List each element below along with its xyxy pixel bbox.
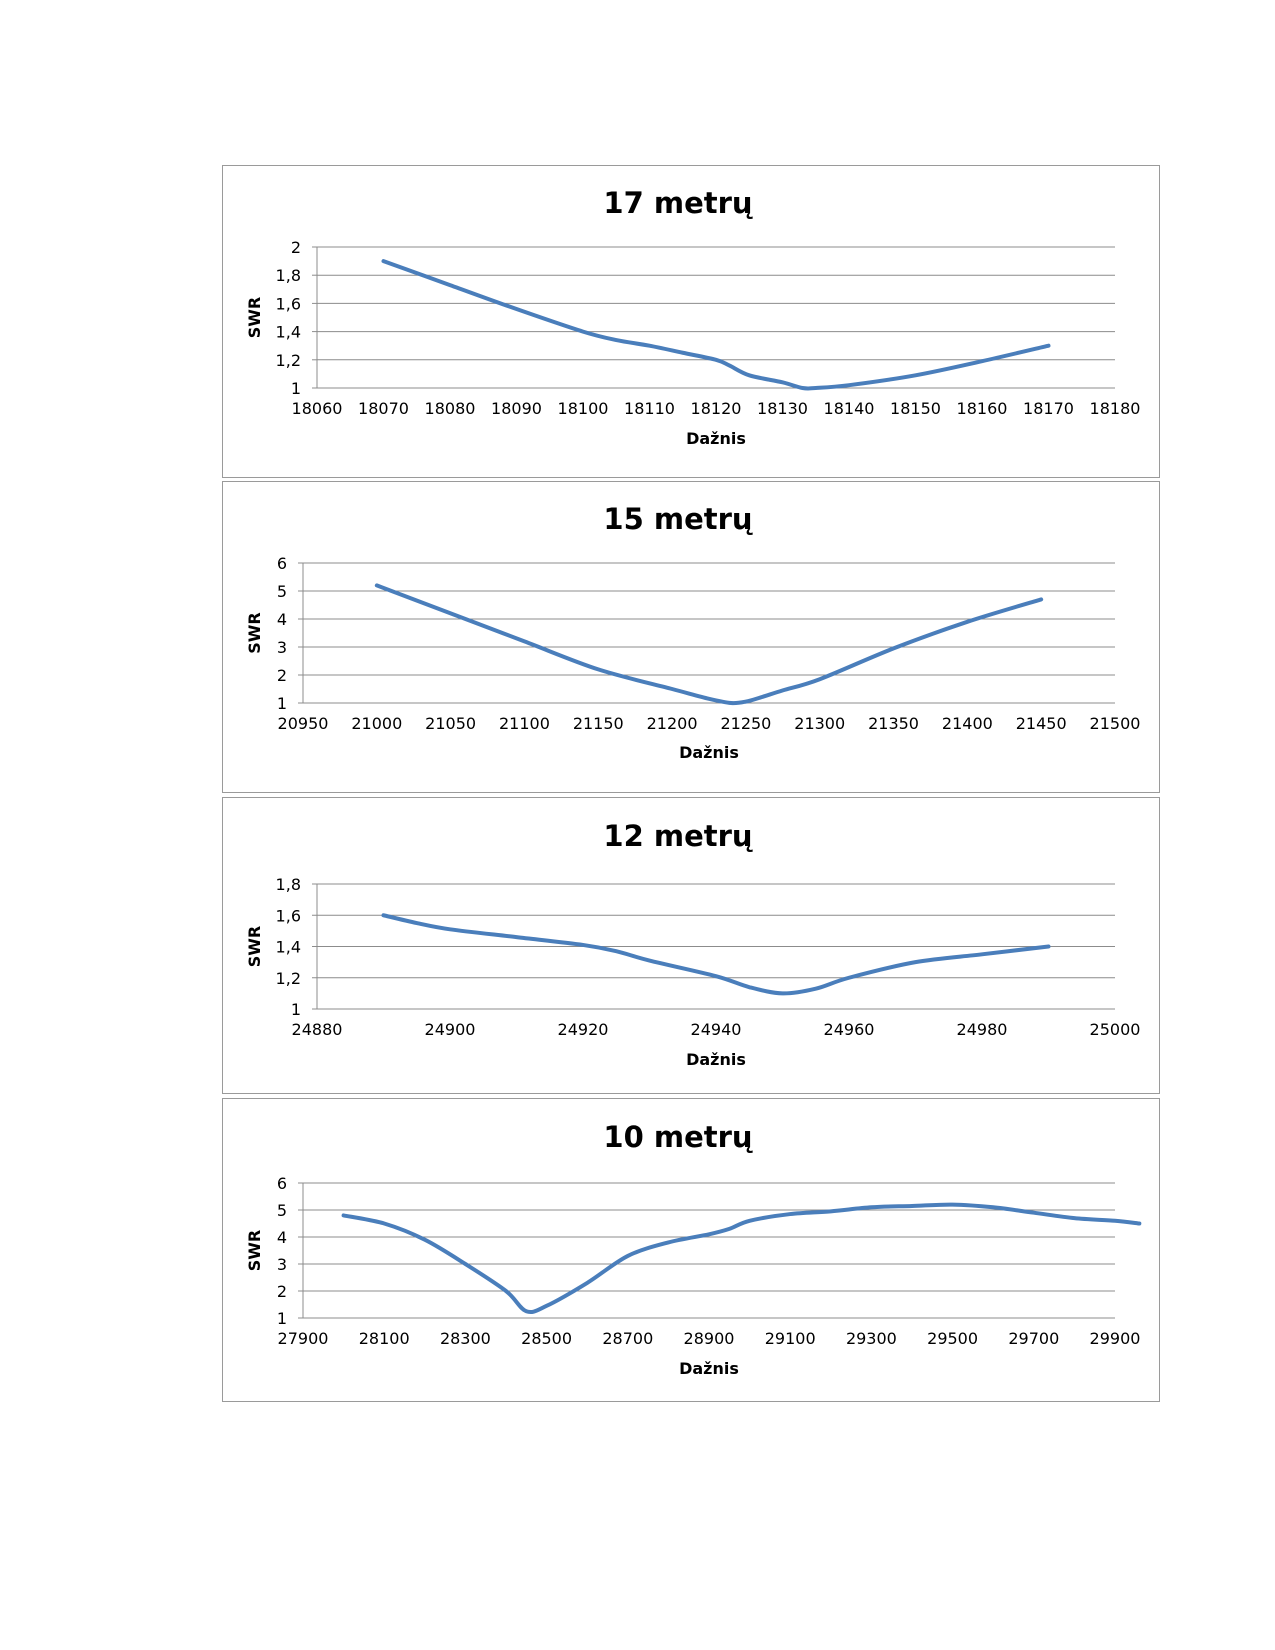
y-tick-label: 1,2 <box>276 969 301 988</box>
x-axis-label: Dažnis <box>679 743 739 762</box>
x-tick-label: 29700 <box>1008 1329 1059 1348</box>
chart-17-metru: 17 metrų 1 1,2 1,4 1,6 1,8 2 18060 18070 18080 180… <box>222 165 1160 478</box>
x-tick-label: 28900 <box>684 1329 735 1348</box>
y-tick-label: 1 <box>277 1309 287 1328</box>
series-line <box>341 1202 1142 1315</box>
chart-title: 15 metrų <box>603 502 753 536</box>
x-tick-label: 18080 <box>425 399 476 418</box>
y-tick-label: 6 <box>277 554 287 573</box>
x-tick-label: 18150 <box>890 399 941 418</box>
x-tick-label: 21350 <box>868 714 919 733</box>
y-tick-label: 5 <box>277 1201 287 1220</box>
chart-15-metru: 15 metrų 1 2 3 4 5 6 20950 21000 21050 21100 21150 2… <box>222 481 1160 793</box>
x-tick-label: 29900 <box>1090 1329 1141 1348</box>
y-tick-label: 2 <box>277 666 287 685</box>
x-tick-label: 21250 <box>720 714 771 733</box>
x-tick-label: 28500 <box>521 1329 572 1348</box>
x-tick-label: 29500 <box>927 1329 978 1348</box>
x-tick-label: 24960 <box>824 1020 875 1039</box>
x-tick-label: 29100 <box>765 1329 816 1348</box>
x-tick-label: 24940 <box>691 1020 742 1039</box>
x-axis-label: Dažnis <box>679 1359 739 1378</box>
x-tick-label: 18170 <box>1023 399 1074 418</box>
y-tick-label: 1,8 <box>276 266 301 285</box>
x-tick-label: 18140 <box>824 399 875 418</box>
y-tick-label: 1,4 <box>276 323 301 342</box>
y-tick-label: 1,4 <box>276 938 301 957</box>
x-tick-label: 21050 <box>425 714 476 733</box>
x-tick-label: 25000 <box>1090 1020 1141 1039</box>
x-tick-label: 28700 <box>602 1329 653 1348</box>
x-tick-label: 21150 <box>573 714 624 733</box>
chart-svg: 10 metrų 1 2 3 4 5 6 27900 28100 28300 28500 28700 2… <box>245 1120 1142 1378</box>
x-tick-label: 18130 <box>757 399 808 418</box>
chart-title: 10 metrų <box>603 1120 753 1154</box>
y-tick-label: 1,2 <box>276 351 301 370</box>
x-tick-label: 21300 <box>794 714 845 733</box>
x-axis-label: Dažnis <box>686 1050 746 1069</box>
series-line <box>374 583 1044 706</box>
x-tick-label: 21400 <box>942 714 993 733</box>
y-tick-label: 2 <box>291 238 301 257</box>
x-tick-label: 18180 <box>1090 399 1141 418</box>
x-tick-label: 24980 <box>957 1020 1008 1039</box>
y-tick-label: 1 <box>291 1000 301 1019</box>
y-tick-label: 4 <box>277 610 287 629</box>
x-tick-label: 21500 <box>1090 714 1141 733</box>
y-tick-label: 6 <box>277 1174 287 1193</box>
x-tick-label: 18110 <box>624 399 675 418</box>
x-tick-label: 28100 <box>359 1329 410 1348</box>
x-tick-label: 18070 <box>358 399 409 418</box>
x-tick-label: 27900 <box>278 1329 329 1348</box>
chart-svg: 17 metrų 1 1,2 1,4 1,6 1,8 2 18060 18070 18080 180… <box>245 186 1141 448</box>
y-tick-label: 1 <box>291 379 301 398</box>
y-tick-label: 1,6 <box>276 906 301 925</box>
series-line <box>381 913 1051 996</box>
y-tick-label: 2 <box>277 1282 287 1301</box>
chart-svg: 15 metrų 1 2 3 4 5 6 20950 21000 21050 21100 21150 2… <box>245 502 1141 762</box>
x-tick-label: 21000 <box>351 714 402 733</box>
x-tick-label: 18120 <box>691 399 742 418</box>
y-axis-label: SWR <box>245 1230 264 1272</box>
series-line <box>381 259 1051 391</box>
y-axis-label: SWR <box>245 926 264 968</box>
x-tick-label: 21200 <box>647 714 698 733</box>
y-tick-label: 5 <box>277 582 287 601</box>
x-tick-label: 21450 <box>1016 714 1067 733</box>
x-tick-label: 24920 <box>558 1020 609 1039</box>
x-tick-label: 21100 <box>499 714 550 733</box>
x-tick-label: 24880 <box>292 1020 343 1039</box>
y-tick-label: 1,8 <box>276 875 301 894</box>
y-tick-label: 3 <box>277 638 287 657</box>
y-axis-label: SWR <box>245 297 264 339</box>
x-tick-label: 28300 <box>440 1329 491 1348</box>
chart-svg: 12 metrų 1 1,2 1,4 1,6 1,8 24880 24900 24920 2494… <box>245 819 1141 1069</box>
chart-12-metru: 12 metrų 1 1,2 1,4 1,6 1,8 24880 24900 24920 2494… <box>222 797 1160 1094</box>
y-tick-label: 4 <box>277 1228 287 1247</box>
x-tick-label: 18160 <box>957 399 1008 418</box>
chart-title: 12 metrų <box>603 819 753 853</box>
y-axis-label: SWR <box>245 612 264 654</box>
chart-10-metru: 10 metrų 1 2 3 4 5 6 27900 28100 28300 28500 28700 2… <box>222 1098 1160 1402</box>
x-tick-label: 18100 <box>558 399 609 418</box>
x-axis-label: Dažnis <box>686 429 746 448</box>
y-tick-label: 3 <box>277 1255 287 1274</box>
x-tick-label: 29300 <box>846 1329 897 1348</box>
chart-title: 17 metrų <box>603 186 753 220</box>
y-tick-label: 1 <box>277 694 287 713</box>
x-tick-label: 24900 <box>425 1020 476 1039</box>
x-tick-label: 18060 <box>292 399 343 418</box>
x-tick-label: 18090 <box>491 399 542 418</box>
y-tick-label: 1,6 <box>276 294 301 313</box>
x-tick-label: 20950 <box>278 714 329 733</box>
